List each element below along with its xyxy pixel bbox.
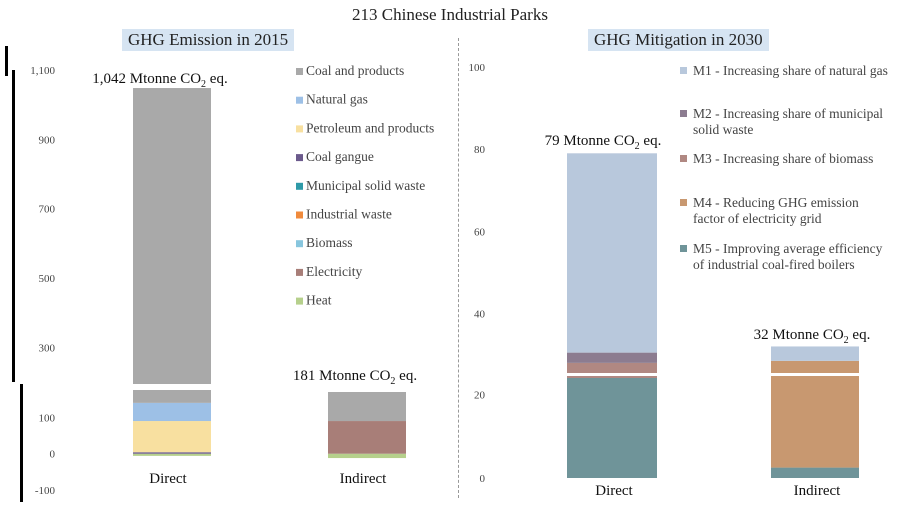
legend-swatch — [680, 110, 687, 117]
total-label-direct: 79 Mtonne CO2 eq. — [545, 133, 662, 152]
bar-indirect-electricity — [328, 421, 406, 454]
legend-label: Municipal solid waste — [306, 178, 425, 193]
y-tick-label: 40 — [474, 309, 486, 321]
y-tick-label: -100 — [35, 485, 56, 497]
y-tick-label: 80 — [474, 144, 486, 156]
legend-label: M3 - Increasing share of biomass — [693, 151, 873, 166]
legend-label: M5 - Improving average efficiency — [693, 241, 883, 256]
legend-swatch — [680, 155, 687, 162]
bar-direct-coal-gangue — [133, 452, 211, 454]
legend-label: solid waste — [693, 122, 753, 137]
bar-direct-coal-and-products — [133, 88, 211, 403]
bar-direct-m5 — [567, 378, 657, 478]
legend-label: Electricity — [306, 264, 362, 279]
legend-label: Petroleum and products — [306, 120, 434, 135]
y-tick-label: 20 — [474, 390, 486, 402]
x-category-label: Indirect — [340, 471, 387, 487]
legend-label: Coal and products — [306, 63, 404, 78]
y-tick-label: 300 — [39, 342, 56, 354]
y-tick-label: 100 — [469, 62, 486, 74]
legend-label: Industrial waste — [306, 207, 392, 222]
edge-mark — [5, 46, 8, 76]
legend-label: M1 - Increasing share of natural gas — [693, 63, 888, 78]
axis-break-gap — [540, 373, 880, 376]
legend-swatch — [296, 182, 303, 190]
x-category-label: Direct — [149, 471, 187, 487]
legend-swatch — [296, 68, 303, 75]
bar-indirect-coal-and-products — [328, 392, 406, 422]
x-category-label: Direct — [595, 483, 633, 499]
legend-swatch — [296, 211, 303, 219]
legend-label: factor of electricity grid — [693, 211, 822, 226]
x-category-label: Indirect — [794, 483, 841, 499]
y-tick-label: 700 — [39, 204, 56, 216]
legend-swatch — [296, 96, 303, 104]
y-tick-label: 0 — [480, 473, 486, 485]
axis-break-gap — [120, 384, 420, 390]
legend-swatch — [296, 240, 303, 248]
panel-title-emission: GHG Emission in 2015 — [122, 29, 295, 51]
y-tick-label: 1,100 — [30, 65, 55, 77]
y-tick-label: 0 — [50, 449, 56, 461]
y-tick-label: 60 — [474, 226, 486, 238]
y-tick-label: 900 — [39, 134, 56, 146]
legend-label: Heat — [306, 293, 332, 308]
total-label-indirect: 32 Mtonne CO2 eq. — [754, 327, 871, 346]
legend-label: of industrial coal-fired boilers — [693, 257, 855, 272]
legend-swatch — [296, 125, 303, 133]
legend-label: M2 - Increasing share of municipal — [693, 106, 883, 121]
legend-swatch — [680, 67, 687, 74]
legend-label: M4 - Reducing GHG emission — [693, 195, 859, 210]
total-label-indirect: 181 Mtonne CO2 eq. — [293, 368, 417, 387]
panel-divider — [458, 38, 459, 498]
bar-direct-m2 — [567, 352, 657, 363]
bar-indirect-m5 — [771, 467, 859, 478]
figure-title: 213 Chinese Industrial Parks — [352, 5, 548, 24]
bar-indirect-m4 — [771, 360, 859, 468]
legend-swatch — [296, 154, 303, 162]
legend-swatch — [296, 268, 303, 276]
panel-title-mitigation: GHG Mitigation in 2030 — [588, 29, 769, 51]
bar-direct-natural-gas — [133, 402, 211, 422]
bar-direct-petroleum-and-products — [133, 421, 211, 453]
legend-swatch — [680, 245, 687, 252]
bar-direct-m1 — [567, 153, 657, 353]
legend-swatch — [680, 199, 687, 206]
legend-label: Coal gangue — [306, 149, 374, 164]
bar-indirect-m1 — [771, 346, 859, 361]
bar-direct-heat — [133, 453, 211, 456]
legend-swatch — [296, 297, 303, 305]
axis-break-bar-lower — [20, 384, 23, 502]
y-tick-label: 500 — [39, 273, 56, 285]
bar-indirect-heat — [328, 453, 406, 459]
axis-break-bar-upper — [12, 70, 15, 382]
legend-label: Natural gas — [306, 92, 368, 107]
total-label-direct: 1,042 Mtonne CO2 eq. — [92, 71, 227, 90]
y-tick-label: 100 — [39, 412, 56, 424]
legend-label: Biomass — [306, 235, 353, 250]
